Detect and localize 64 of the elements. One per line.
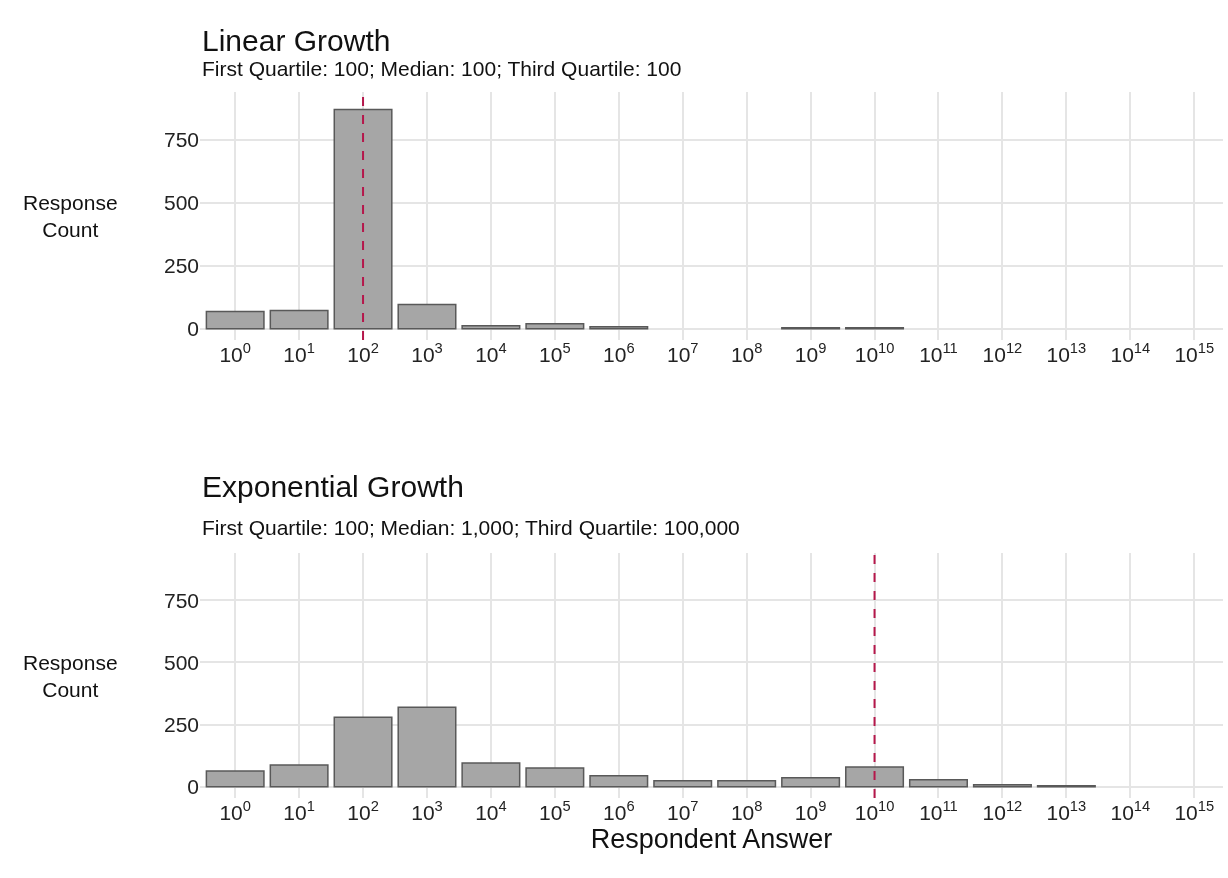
y-tick-label: 0 [187, 775, 199, 799]
x-tick-label: 10$^{15}$ [1174, 340, 1215, 366]
bar [781, 777, 841, 788]
x-tick-label: 10$^{13}$ [1046, 340, 1087, 366]
bar [908, 779, 968, 788]
x-tick-label: 10$^{6}$ [603, 798, 635, 824]
bar [397, 706, 457, 788]
x-tick-label: 10$^{9}$ [794, 340, 827, 366]
chart-subtitle: First Quartile: 100; Median: 100; Third Quartile: 100 [202, 57, 682, 80]
x-tick-label: 10$^{2}$ [347, 798, 379, 824]
x-tick-label: 10$^{3}$ [411, 340, 443, 366]
x-tick-label: 10$^{0}$ [219, 340, 251, 366]
x-tick-label: 10$^{12}$ [982, 798, 1023, 824]
y-axis-title: Response Count [23, 191, 118, 242]
x-tick-label: 10$^{5}$ [539, 340, 571, 366]
bar [461, 762, 521, 788]
x-tick-label: 10$^{7}$ [666, 798, 699, 824]
x-tick-label: 10$^{4}$ [475, 798, 507, 824]
chart-title: Linear Growth [202, 24, 391, 57]
bar [717, 780, 777, 788]
bar [397, 303, 457, 330]
y-tick-label: 0 [187, 317, 199, 341]
bar [205, 770, 265, 788]
x-tick-label: 10$^{10}$ [854, 798, 895, 824]
x-tick-label: 10$^{1}$ [283, 340, 315, 366]
bar [333, 108, 393, 330]
y-tick-label: 250 [163, 712, 199, 736]
chart-subtitle: First Quartile: 100; Median: 1,000; Third Quartile: 100,000 [202, 516, 740, 539]
x-tick-label: 10$^{2}$ [347, 340, 379, 366]
x-tick-label: 10$^{4}$ [475, 340, 507, 366]
bar [205, 310, 265, 330]
bar [525, 767, 585, 788]
y-tick-label: 750 [163, 588, 199, 612]
x-tick-label: 10$^{8}$ [730, 340, 763, 366]
bar [653, 780, 713, 788]
y-tick-label: 750 [163, 128, 199, 152]
y-axis-title: Response Count [23, 651, 118, 702]
x-tick-label: 10$^{11}$ [919, 340, 958, 366]
bar [845, 766, 905, 788]
x-tick-label: 10$^{1}$ [283, 798, 315, 824]
bar [589, 775, 649, 788]
bar [269, 764, 329, 788]
x-tick-label: 10$^{15}$ [1174, 798, 1215, 824]
x-tick-label: 10$^{14}$ [1110, 798, 1151, 824]
bar [269, 309, 329, 330]
x-tick-label: 10$^{8}$ [730, 798, 763, 824]
x-tick-label: 10$^{11}$ [919, 798, 958, 824]
bar [525, 322, 585, 330]
x-tick-label: 10$^{5}$ [539, 798, 571, 824]
x-tick-label: 10$^{0}$ [219, 798, 251, 824]
y-tick-label: 250 [163, 254, 199, 278]
y-tick-label: 500 [163, 650, 199, 674]
x-tick-label: 10$^{12}$ [982, 340, 1023, 366]
bar [333, 716, 393, 788]
x-axis-title: Respondent Answer [590, 824, 833, 855]
x-tick-label: 10$^{7}$ [666, 340, 699, 366]
x-tick-label: 10$^{10}$ [854, 340, 895, 366]
y-tick-label: 500 [163, 191, 199, 215]
x-tick-label: 10$^{6}$ [603, 340, 635, 366]
x-tick-label: 10$^{3}$ [411, 798, 443, 824]
x-tick-label: 10$^{9}$ [794, 798, 827, 824]
x-tick-label: 10$^{13}$ [1046, 798, 1087, 824]
x-tick-label: 10$^{14}$ [1110, 340, 1151, 366]
chart-title: Exponential Growth [202, 470, 464, 503]
